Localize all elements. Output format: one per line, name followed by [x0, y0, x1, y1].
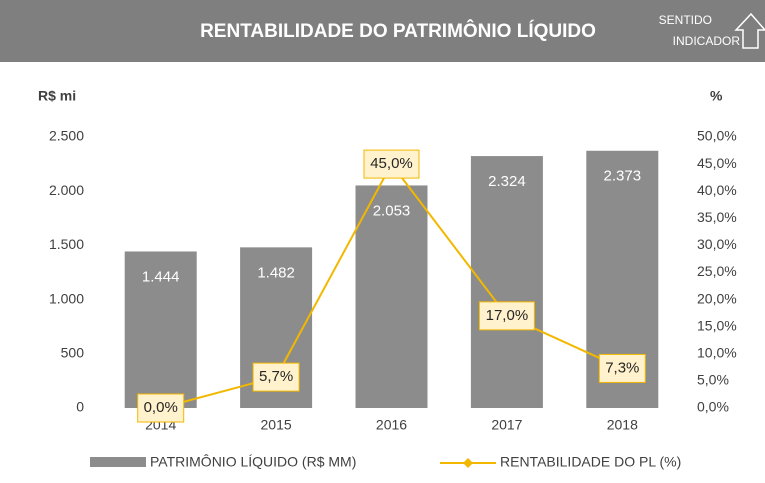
line-value-label: 17,0% [486, 307, 529, 324]
bar [470, 156, 543, 408]
y-tick-label: 1.000 [49, 290, 84, 306]
indicator-arrow [734, 12, 765, 49]
y2-tick-label: 0,0% [697, 399, 729, 415]
bar-value-label: 2.373 [604, 168, 642, 185]
y-tick-label: 500 [61, 345, 85, 361]
x-tick-label: 2017 [491, 417, 522, 433]
indicator-label: SENTIDO [659, 13, 712, 27]
bar-value-label: 2.053 [373, 202, 411, 219]
y2-tick-label: 40,0% [697, 182, 737, 198]
bar [124, 251, 197, 408]
y-axis-label: R$ mi [38, 88, 76, 104]
legend-marker [463, 458, 473, 468]
legend-label: RENTABILIDADE DO PL (%) [500, 454, 681, 470]
y2-tick-label: 15,0% [697, 317, 737, 333]
bar-value-label: 1.482 [257, 264, 295, 281]
line-value-label: 7,3% [605, 359, 639, 376]
data-label-box [598, 353, 646, 383]
legend-label: PATRIMÔNIO LÍQUIDO (R$ MM) [150, 454, 356, 470]
line-value-label: 0,0% [144, 399, 178, 416]
y2-tick-label: 25,0% [697, 263, 737, 279]
y2-tick-label: 30,0% [697, 236, 737, 252]
line-value-label: 5,7% [259, 368, 293, 385]
y2-axis-label: % [710, 88, 723, 104]
bar-value-label: 1.444 [142, 268, 180, 285]
data-label-box [363, 149, 420, 179]
data-label-box [252, 362, 300, 392]
y-tick-label: 2.000 [49, 182, 84, 198]
y-tick-label: 0 [76, 399, 84, 415]
y2-tick-label: 35,0% [697, 209, 737, 225]
header [0, 0, 765, 62]
x-tick-label: 2016 [376, 417, 407, 433]
line-value-label: 45,0% [370, 155, 413, 172]
y-tick-label: 2.500 [49, 128, 84, 144]
y-tick-label: 1.500 [49, 236, 84, 252]
indicator-label: INDICADOR [673, 34, 741, 48]
x-tick-label: 2015 [261, 417, 292, 433]
bar [355, 185, 428, 408]
y2-tick-label: 10,0% [697, 345, 737, 361]
x-tick-label: 2018 [607, 417, 638, 433]
bar-value-label: 2.324 [488, 173, 526, 190]
y2-tick-label: 50,0% [697, 128, 737, 144]
data-label-box [478, 301, 535, 331]
y2-tick-label: 5,0% [697, 372, 729, 388]
data-label-box [137, 393, 185, 423]
legend-swatch [90, 457, 146, 467]
y2-tick-label: 20,0% [697, 290, 737, 306]
y2-tick-label: 45,0% [697, 155, 737, 171]
chart-title: RENTABILIDADE DO PATRIMÔNIO LÍQUIDO [200, 20, 596, 42]
